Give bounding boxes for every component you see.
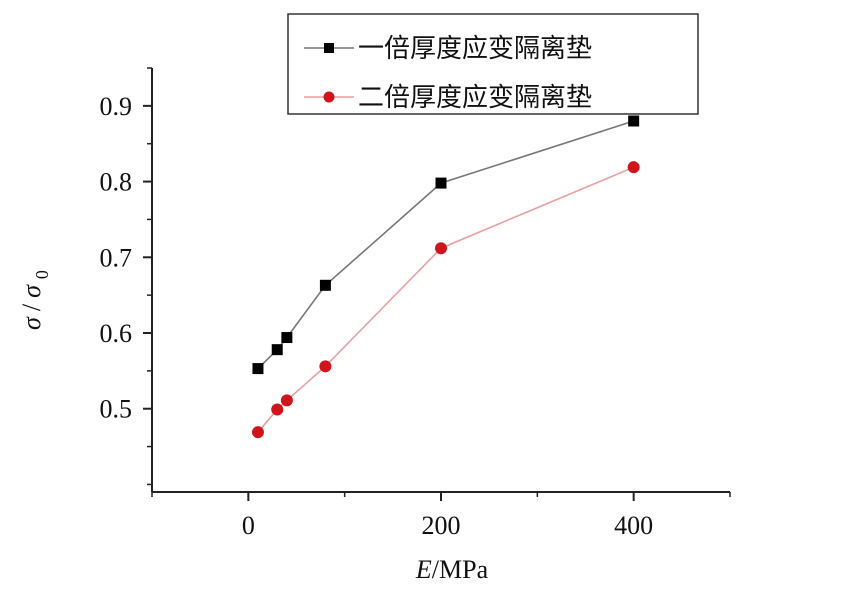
y-axis-label-sigma: σ: [17, 316, 46, 330]
y-axis-label-subscript: 0: [32, 270, 52, 279]
legend-marker-series-2: [323, 91, 335, 103]
series-1: [252, 115, 640, 375]
data-point: [627, 161, 640, 174]
data-point: [628, 115, 640, 127]
tick-labels: 0 200 400 0.5 0.6 0.7 0.8 0.9: [100, 92, 654, 540]
x-tick-label: 200: [422, 511, 461, 540]
data-point: [281, 332, 293, 344]
data-point: [251, 426, 264, 439]
legend-label-series-2: 二倍厚度应变隔离垫: [358, 83, 592, 113]
tick-marks: [143, 67, 731, 501]
y-tick-label: 0.8: [100, 168, 133, 197]
data-point: [271, 403, 284, 416]
y-axis-label-slash: /: [17, 303, 46, 311]
legend-entry-series-2: 二倍厚度应变隔离垫: [304, 83, 592, 113]
x-tick-label: 0: [242, 511, 255, 540]
legend-marker-series-1: [324, 43, 334, 53]
legend: 一倍厚度应变隔离垫 二倍厚度应变隔离垫: [287, 13, 699, 115]
y-tick-label: 0.9: [100, 92, 133, 121]
data-point: [319, 279, 331, 291]
y-tick-label: 0.7: [100, 243, 133, 272]
legend-entry-series-1: 一倍厚度应变隔离垫: [304, 34, 592, 64]
data-series: [251, 115, 640, 439]
x-axis-label-unit: /MPa: [432, 555, 489, 584]
x-axis-label: E/MPa: [415, 555, 489, 584]
y-axis-label: σ / σ 0: [17, 270, 52, 330]
data-point: [252, 363, 264, 375]
legend-box: [287, 13, 699, 115]
data-point: [435, 242, 447, 255]
data-point: [435, 177, 447, 189]
data-point: [280, 394, 293, 407]
y-tick-label: 0.6: [100, 319, 133, 348]
y-axis-label-sigma0: σ: [17, 284, 46, 298]
series-2: [251, 161, 640, 439]
x-axis-label-variable: E: [415, 555, 432, 584]
legend-label-series-1: 一倍厚度应变隔离垫: [358, 34, 592, 64]
x-tick-label: 400: [614, 511, 653, 540]
y-tick-label: 0.5: [100, 395, 133, 424]
axes: [151, 68, 730, 493]
data-point: [319, 360, 332, 373]
data-point: [271, 344, 283, 356]
